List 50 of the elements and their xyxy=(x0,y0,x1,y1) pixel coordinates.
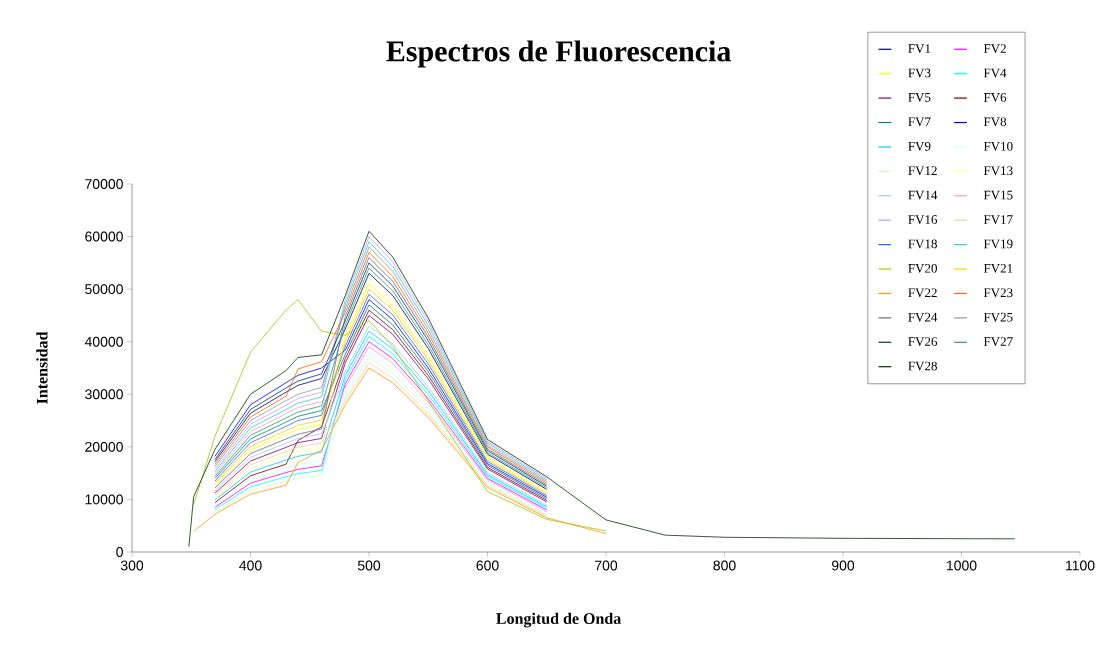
y-tick-label: 40000 xyxy=(84,336,123,347)
legend-label: FV19 xyxy=(983,239,1013,249)
legend-label: FV28 xyxy=(908,361,937,371)
legend-label: FV15 xyxy=(983,190,1013,200)
y-tick-label: 60000 xyxy=(85,231,123,242)
x-tick-label: 600 xyxy=(476,560,499,571)
legend-label: FV16 xyxy=(908,215,938,224)
legend-label: FV22 xyxy=(908,288,937,298)
legend-label: FV10 xyxy=(983,141,1013,151)
y-axis-title: Intensidad xyxy=(36,331,48,404)
y-tick-label: 10000 xyxy=(85,494,123,505)
legend-label: FV7 xyxy=(908,117,931,127)
legend-label: FV13 xyxy=(983,166,1013,176)
y-tick-label: 30000 xyxy=(85,389,123,400)
legend-label: FV20 xyxy=(908,263,937,273)
legend-label: FV8 xyxy=(983,117,1007,127)
x-tick-label: 800 xyxy=(713,560,736,571)
x-tick-label: 1100 xyxy=(1066,560,1095,571)
legend-label: FV2 xyxy=(983,44,1006,54)
x-tick-label: 300 xyxy=(120,560,144,571)
line-series xyxy=(193,299,607,532)
legend-label: FV12 xyxy=(908,166,937,176)
line-series xyxy=(193,367,607,534)
legend-label: FV1 xyxy=(908,44,931,54)
legend-label: FV9 xyxy=(908,141,931,151)
x-tick-label: 1000 xyxy=(946,560,977,571)
legend-label: FV21 xyxy=(983,263,1013,273)
x-tick-label: 900 xyxy=(831,560,855,571)
x-axis-title: Longitud de Onda xyxy=(496,612,622,628)
legend-label: FV27 xyxy=(983,337,1013,347)
legend-label: FV3 xyxy=(908,68,931,78)
chart-title: Espectros de Fluorescencia xyxy=(386,40,731,68)
legend-label: FV14 xyxy=(908,190,938,200)
y-tick-label: 0 xyxy=(116,547,123,557)
y-tick-label: 20000 xyxy=(85,441,123,452)
legend-label: FV6 xyxy=(983,93,1007,102)
x-tick-label: 400 xyxy=(239,560,262,571)
x-tick-label: 700 xyxy=(595,560,618,571)
legend-label: FV17 xyxy=(983,215,1013,224)
legend-label: FV23 xyxy=(983,288,1013,298)
line-series xyxy=(188,230,1016,548)
legend-label: FV4 xyxy=(983,68,1007,78)
y-tick-label: 50000 xyxy=(85,284,123,295)
x-tick-label: 500 xyxy=(357,560,381,571)
legend-label: FV25 xyxy=(983,312,1013,322)
legend-label: FV24 xyxy=(908,312,938,322)
legend-label: FV18 xyxy=(908,239,937,249)
legend-label: FV5 xyxy=(908,93,931,102)
y-tick-label: 70000 xyxy=(85,179,123,189)
legend-label: FV26 xyxy=(908,337,938,347)
